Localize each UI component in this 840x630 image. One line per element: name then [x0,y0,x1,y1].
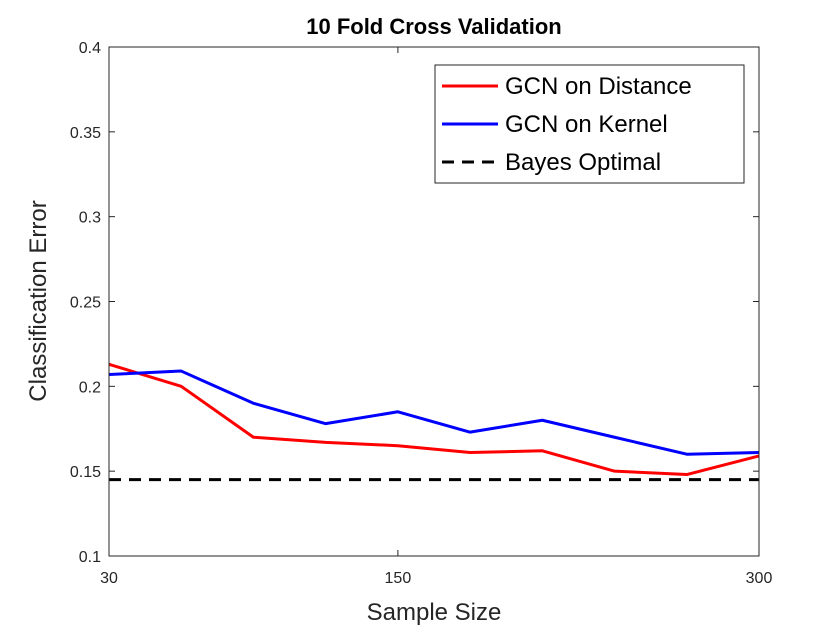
x-axis-label: Sample Size [367,599,502,626]
series-line-1 [108,362,760,477]
legend: GCN on Distance GCN on Kernel Bayes Optima… [434,64,745,184]
chart-title: 10 Fold Cross Validation [306,14,562,39]
x-tick-label: 30 [100,570,118,587]
y-tick-label: 0.3 [79,210,101,227]
axes-layer: 0.1 0.15 0.2 0.25 0.3 0.35 0.4 30 150 300 [70,40,773,587]
y-tick-label: 0.1 [79,549,101,566]
y-tick-label: 0.35 [70,125,101,142]
y-tick-label: 0.15 [70,464,101,481]
y-tick-label: 0.2 [79,379,101,396]
y-tick-label: 0.4 [79,40,101,57]
y-tick-label: 0.25 [70,295,101,312]
legend-label-3: Bayes Optimal [505,149,661,176]
x-tick-label: 150 [385,570,412,587]
legend-label-1: GCN on Distance [505,73,692,100]
y-axis-label: Classification Error [25,200,52,401]
series-line-2 [108,369,760,456]
legend-label-2: GCN on Kernel [505,111,668,138]
x-tick-label: 300 [746,570,773,587]
series-layer [108,362,760,482]
